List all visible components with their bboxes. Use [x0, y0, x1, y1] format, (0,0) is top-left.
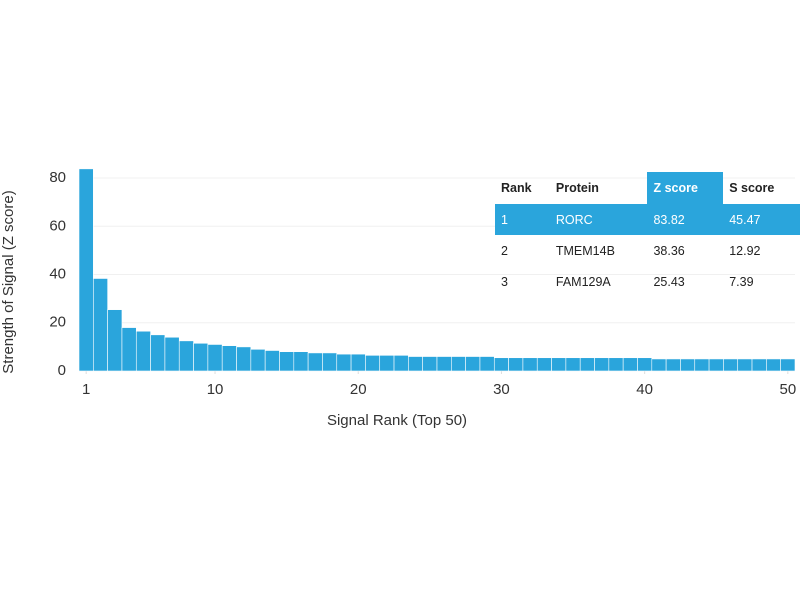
bar [121, 327, 137, 372]
bar [422, 356, 438, 372]
bar [565, 357, 581, 372]
column-header: Protein [555, 181, 599, 195]
bar [322, 352, 338, 372]
y-tick-label: 0 [58, 362, 66, 379]
bar [107, 309, 123, 372]
x-tick-label: 10 [207, 381, 224, 398]
bar [379, 355, 395, 372]
bar [293, 351, 309, 372]
table-row: 3 FAM129A 25.43 7.39 [495, 266, 800, 297]
bar [236, 346, 252, 372]
x-tick-label: 1 [82, 381, 90, 398]
table-cell: RORC [549, 204, 648, 235]
bar [408, 356, 423, 372]
bar [680, 358, 696, 372]
table-row: 2 TMEM14B 38.36 12.92 [495, 235, 800, 266]
bar [264, 350, 280, 372]
bar [451, 356, 466, 372]
bar [766, 358, 781, 372]
bar [350, 353, 366, 372]
table-cell: 2 [501, 243, 508, 258]
bar [651, 358, 667, 372]
column-header: Z score [647, 172, 724, 204]
table-cell: 25.43 [653, 274, 685, 289]
bar [78, 168, 94, 372]
bar [336, 353, 352, 372]
table-cell: 83.82 [647, 204, 724, 235]
column-header: S score [729, 181, 775, 195]
bar [465, 356, 481, 372]
table-row: 1 RORC 83.82 45.47 [495, 204, 800, 235]
x-axis-label: Signal Rank (Top 50) [327, 412, 467, 429]
bar [93, 278, 108, 372]
bar [393, 355, 409, 372]
table-cell: 3 [501, 274, 508, 289]
bar [551, 357, 567, 372]
bar [594, 357, 610, 372]
bar [723, 358, 739, 372]
bar [150, 334, 166, 372]
y-tick-label: 20 [49, 314, 66, 331]
bar [135, 330, 151, 372]
bar [522, 357, 538, 372]
bar [479, 356, 495, 372]
bar [493, 357, 509, 372]
bar [637, 357, 653, 372]
bar [665, 358, 681, 372]
bar [737, 358, 753, 372]
bar [536, 357, 552, 372]
bar [221, 345, 237, 372]
bar [178, 340, 194, 372]
table-cell: 12.92 [729, 243, 761, 258]
bar [250, 348, 266, 372]
bar [365, 355, 381, 372]
bar [579, 357, 595, 372]
table-body: 1 RORC 83.82 45.47 2 TMEM14B 38.36 12.92 3 FAM129… [495, 204, 800, 297]
x-tick-label: 20 [350, 381, 367, 398]
score-table: Rank Protein Z score S score 1 RORC 83.82 45.4… [495, 172, 800, 297]
bar [694, 358, 710, 372]
table-cell: 45.47 [723, 204, 800, 235]
bar [751, 358, 767, 372]
bar [307, 352, 323, 372]
bar [164, 336, 180, 372]
bar [622, 357, 638, 372]
bar [193, 342, 209, 372]
y-tick-label: 80 [49, 169, 66, 186]
table-cell: TMEM14B [555, 243, 615, 258]
bar [608, 357, 624, 372]
table-header: Rank Protein Z score S score [495, 172, 800, 204]
table-cell: 1 [495, 204, 550, 235]
y-axis-label: Strength of Signal (Z score) [0, 190, 17, 373]
bar [508, 357, 524, 372]
bar [279, 351, 295, 372]
bar [708, 358, 724, 372]
bar [207, 344, 223, 372]
y-tick-label: 60 [49, 217, 66, 234]
y-tick-label: 40 [49, 265, 66, 282]
x-tick-label: 30 [493, 381, 510, 398]
table-cell: 7.39 [729, 274, 754, 289]
column-header: Rank [501, 181, 532, 195]
table-cell: FAM129A [555, 274, 611, 289]
x-tick-label: 40 [636, 381, 653, 398]
table-cell: 38.36 [653, 243, 685, 258]
x-tick-label: 50 [779, 381, 796, 398]
bar [780, 358, 796, 372]
bar [436, 356, 452, 372]
